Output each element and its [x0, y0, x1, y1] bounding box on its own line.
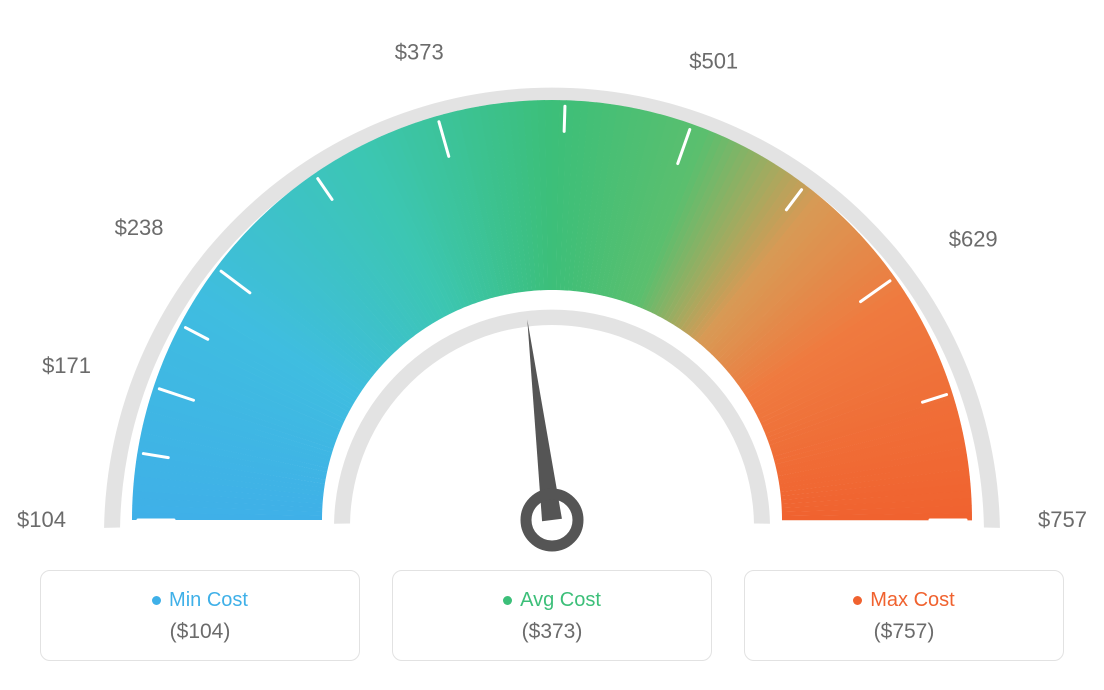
gauge-tick-label: $757 [1038, 507, 1087, 532]
legend-dot-max [853, 596, 862, 605]
legend-title-avg: Avg Cost [503, 589, 601, 612]
gauge-tick-label: $171 [42, 353, 91, 378]
legend-value-max: ($757) [745, 620, 1063, 644]
gauge-chart: $104 $171 $238 $373 $501 $629 $757 [0, 0, 1104, 560]
legend-value-min: ($104) [41, 620, 359, 644]
legend-value-avg: ($373) [393, 620, 711, 644]
legend-card-avg: Avg Cost ($373) [392, 570, 712, 661]
gauge-tick-label: $629 [949, 226, 998, 251]
legend-title-text: Min Cost [169, 589, 248, 612]
legend-title-max: Max Cost [853, 589, 954, 612]
legend-dot-min [152, 596, 161, 605]
legend-card-min: Min Cost ($104) [40, 570, 360, 661]
gauge-container: $104 $171 $238 $373 $501 $629 $757 [0, 0, 1104, 560]
legend-dot-avg [503, 596, 512, 605]
legend-title-text: Avg Cost [520, 589, 601, 612]
gauge-tick-label: $238 [115, 215, 164, 240]
legend-card-max: Max Cost ($757) [744, 570, 1064, 661]
gauge-tick-label: $501 [689, 49, 738, 74]
legend-row: Min Cost ($104) Avg Cost ($373) Max Cost ($75… [0, 570, 1104, 661]
legend-title-min: Min Cost [152, 589, 248, 612]
legend-title-text: Max Cost [870, 589, 954, 612]
gauge-tick-label: $373 [395, 39, 444, 64]
gauge-tick-label: $104 [17, 507, 66, 532]
